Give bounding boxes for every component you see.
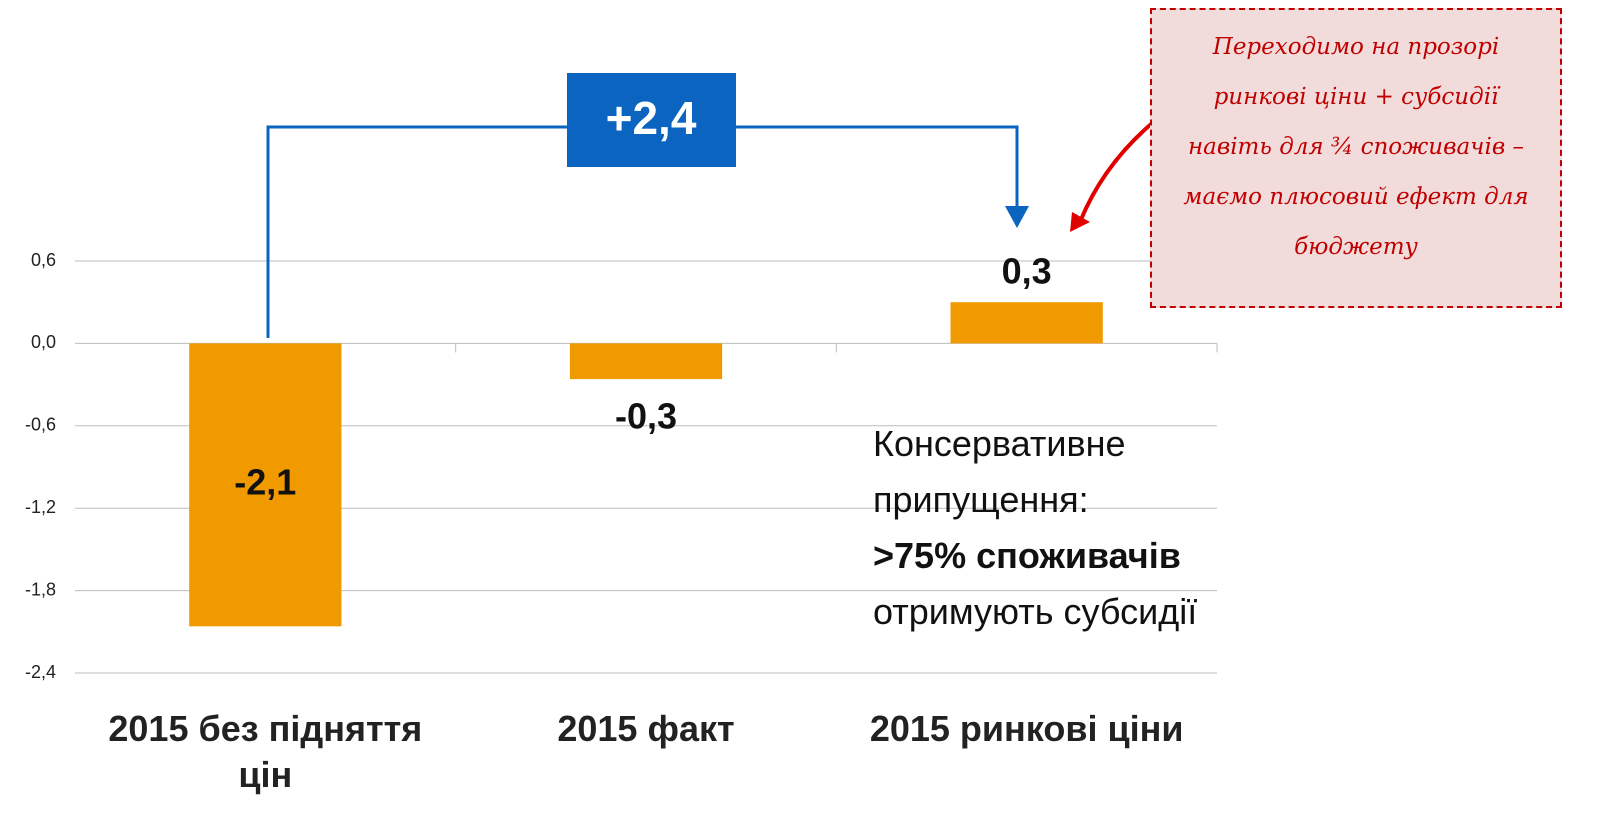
x-tick-label: 2015 без підняття цін bbox=[108, 708, 423, 795]
difference-box bbox=[567, 73, 736, 167]
difference-label: +2,4 bbox=[606, 92, 697, 144]
data-label: -2,1 bbox=[234, 461, 296, 502]
note-text: припущення: bbox=[873, 479, 1089, 520]
note: Консервативне припущення: >75% споживачі… bbox=[873, 416, 1197, 640]
y-tick-label: -0,6 bbox=[25, 415, 56, 435]
callout-arrowhead bbox=[1070, 212, 1090, 232]
y-tick-label: -1,8 bbox=[25, 579, 56, 599]
bar bbox=[569, 343, 723, 380]
data-label: 0,3 bbox=[1002, 251, 1052, 292]
note-text: отримують субсидії bbox=[873, 591, 1198, 632]
x-tick-label: 2015 ринкові ціни bbox=[869, 708, 1184, 749]
x-tick-label: 2015 факт bbox=[557, 708, 735, 749]
note-text: >75% споживачів bbox=[873, 535, 1181, 576]
bar bbox=[189, 343, 342, 627]
arrowhead bbox=[1005, 206, 1029, 228]
callout: Переходимо на прозорі ринкові ціни + суб… bbox=[1150, 8, 1562, 308]
y-tick-label: -2,4 bbox=[25, 662, 56, 682]
y-tick-label: 0,0 bbox=[31, 332, 56, 352]
note-text: Консервативне bbox=[873, 423, 1126, 464]
data-label: -0,3 bbox=[615, 396, 677, 437]
y-tick-label: -1,2 bbox=[25, 497, 56, 517]
y-tick-label: 0,6 bbox=[31, 250, 56, 270]
callout-arrow bbox=[1078, 113, 1164, 223]
bar bbox=[950, 302, 1103, 344]
